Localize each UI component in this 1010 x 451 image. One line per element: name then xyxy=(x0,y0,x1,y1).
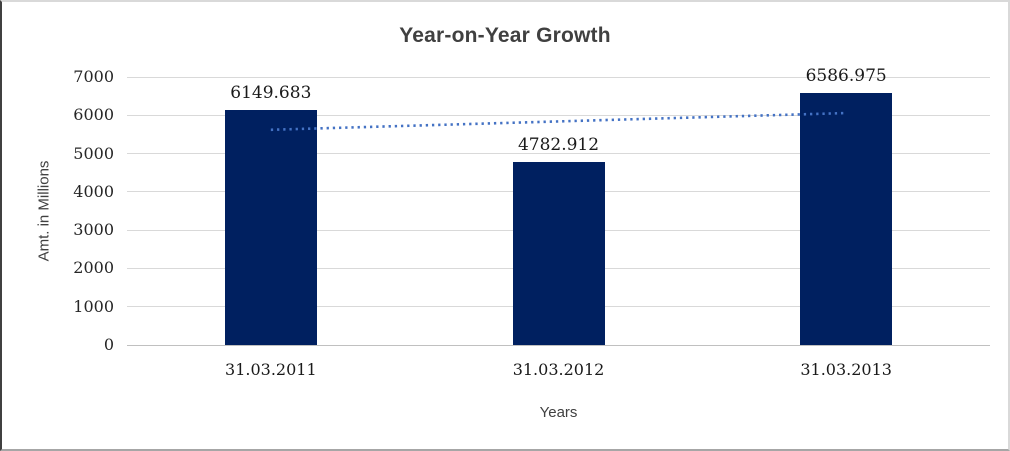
gridline xyxy=(127,114,990,116)
bar-31.03.2012 xyxy=(512,161,605,345)
trendline xyxy=(270,111,847,132)
x-tick-label: 31.03.2012 xyxy=(512,360,605,379)
x-axis-line xyxy=(127,344,990,346)
gridline xyxy=(127,153,990,155)
y-tick-label: 4000 xyxy=(73,181,114,201)
plot-area xyxy=(127,76,990,346)
x-axis-title: Years xyxy=(539,404,578,421)
bar-data-label: 4782.912 xyxy=(517,134,600,155)
x-tick-label: 31.03.2013 xyxy=(800,360,892,379)
y-tick-label: 0 xyxy=(103,335,114,354)
bar-31.03.2013 xyxy=(800,92,893,345)
y-tick-label: 2000 xyxy=(73,258,114,278)
x-tick-label: 31.03.2011 xyxy=(225,360,317,379)
bar-31.03.2011 xyxy=(224,109,317,345)
y-tick-label: 1000 xyxy=(73,296,114,316)
y-tick-label: 3000 xyxy=(73,220,114,240)
y-tick-label: 5000 xyxy=(73,143,114,163)
y-axis-title: Amt. in Millions xyxy=(35,160,53,262)
y-tick-label: 6000 xyxy=(73,105,114,125)
chart-title: Year-on-Year Growth xyxy=(399,24,611,47)
y-tick-label: 7000 xyxy=(73,67,114,86)
bar-data-label: 6149.683 xyxy=(230,82,312,103)
bar-data-label: 6586.975 xyxy=(805,65,887,86)
gridline xyxy=(127,76,990,78)
